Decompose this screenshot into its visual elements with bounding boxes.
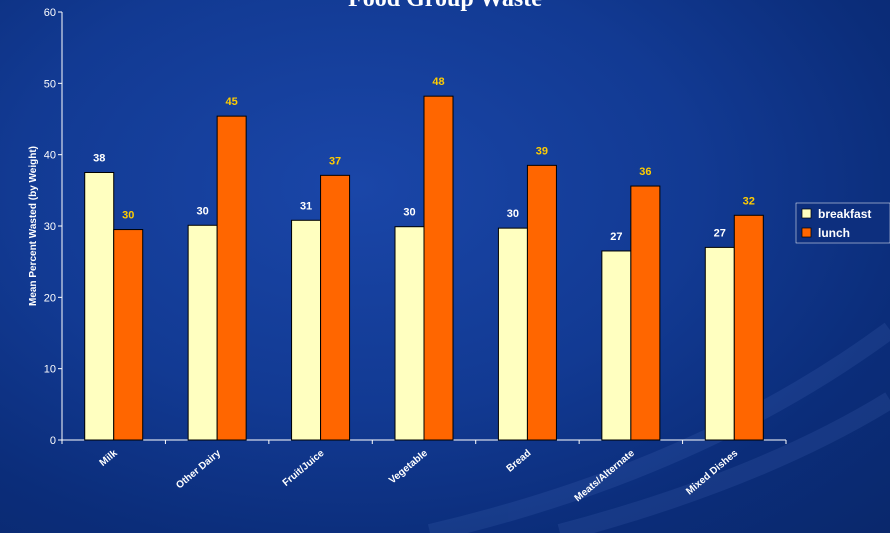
bar-lunch <box>733 214 764 441</box>
legend-swatch-lunch <box>801 227 812 238</box>
legend-swatch-breakfast <box>801 208 812 219</box>
legend-box <box>795 202 890 244</box>
x-tick-label: Vegetable <box>387 448 430 487</box>
y-tick-label: 50 <box>44 78 56 90</box>
data-label-breakfast: 27 <box>714 227 726 239</box>
y-tick-label: 30 <box>44 221 56 233</box>
data-label-lunch: 32 <box>743 195 755 207</box>
data-label-breakfast: 30 <box>403 207 415 219</box>
bar-breakfast <box>601 250 632 441</box>
y-tick-label: 0 <box>50 435 56 447</box>
data-label-lunch: 45 <box>226 96 238 108</box>
y-tick-label: 20 <box>44 292 56 304</box>
bar-lunch <box>630 185 661 441</box>
bar-lunch <box>320 174 351 441</box>
data-label-breakfast: 38 <box>93 153 105 165</box>
data-label-lunch: 48 <box>432 76 444 88</box>
bar-breakfast <box>187 224 218 441</box>
legend-label-lunch: lunch <box>818 226 850 240</box>
bar-breakfast <box>704 246 735 441</box>
legend: breakfast lunch <box>795 202 890 244</box>
bars <box>84 95 764 441</box>
bar-breakfast <box>84 172 115 441</box>
y-tick-label: 10 <box>44 364 56 376</box>
bar-breakfast <box>291 219 322 441</box>
chart-title: Food Group Waste <box>348 0 542 12</box>
data-label-lunch: 39 <box>536 145 548 157</box>
legend-label-breakfast: breakfast <box>818 207 871 221</box>
bar-lunch <box>113 229 144 441</box>
data-label-lunch: 30 <box>122 210 134 222</box>
bar-breakfast <box>394 226 425 441</box>
x-tick-labels: Milk Other Dairy Fruit/Juice Vegetable Bread… <box>98 448 741 505</box>
x-tick-label: Fruit/Juice <box>281 448 327 489</box>
data-label-breakfast: 30 <box>197 205 209 217</box>
x-tick-label: Bread <box>505 448 534 475</box>
data-label-lunch: 36 <box>639 166 651 178</box>
bar-lunch <box>526 164 557 441</box>
x-tick-label: Milk <box>98 448 120 469</box>
data-label-breakfast: 31 <box>300 200 312 212</box>
bar-lunch <box>423 95 454 441</box>
y-tick-label: 60 <box>44 7 56 19</box>
background-swirl <box>427 322 890 533</box>
y-tick-label: 40 <box>44 150 56 162</box>
data-label-breakfast: 30 <box>507 208 519 220</box>
y-axis: 0 10 20 30 40 50 60 <box>44 7 63 447</box>
x-tick-label: Other Dairy <box>174 448 223 492</box>
bar-lunch <box>216 115 247 441</box>
data-label-breakfast: 27 <box>610 231 622 243</box>
bar-breakfast <box>497 227 528 441</box>
data-labels: 38 30 30 45 31 37 30 48 30 39 27 36 27 32 <box>93 76 755 243</box>
data-label-lunch: 37 <box>329 155 341 167</box>
y-axis-label: Mean Percent Wasted (by Weight) <box>28 146 39 306</box>
